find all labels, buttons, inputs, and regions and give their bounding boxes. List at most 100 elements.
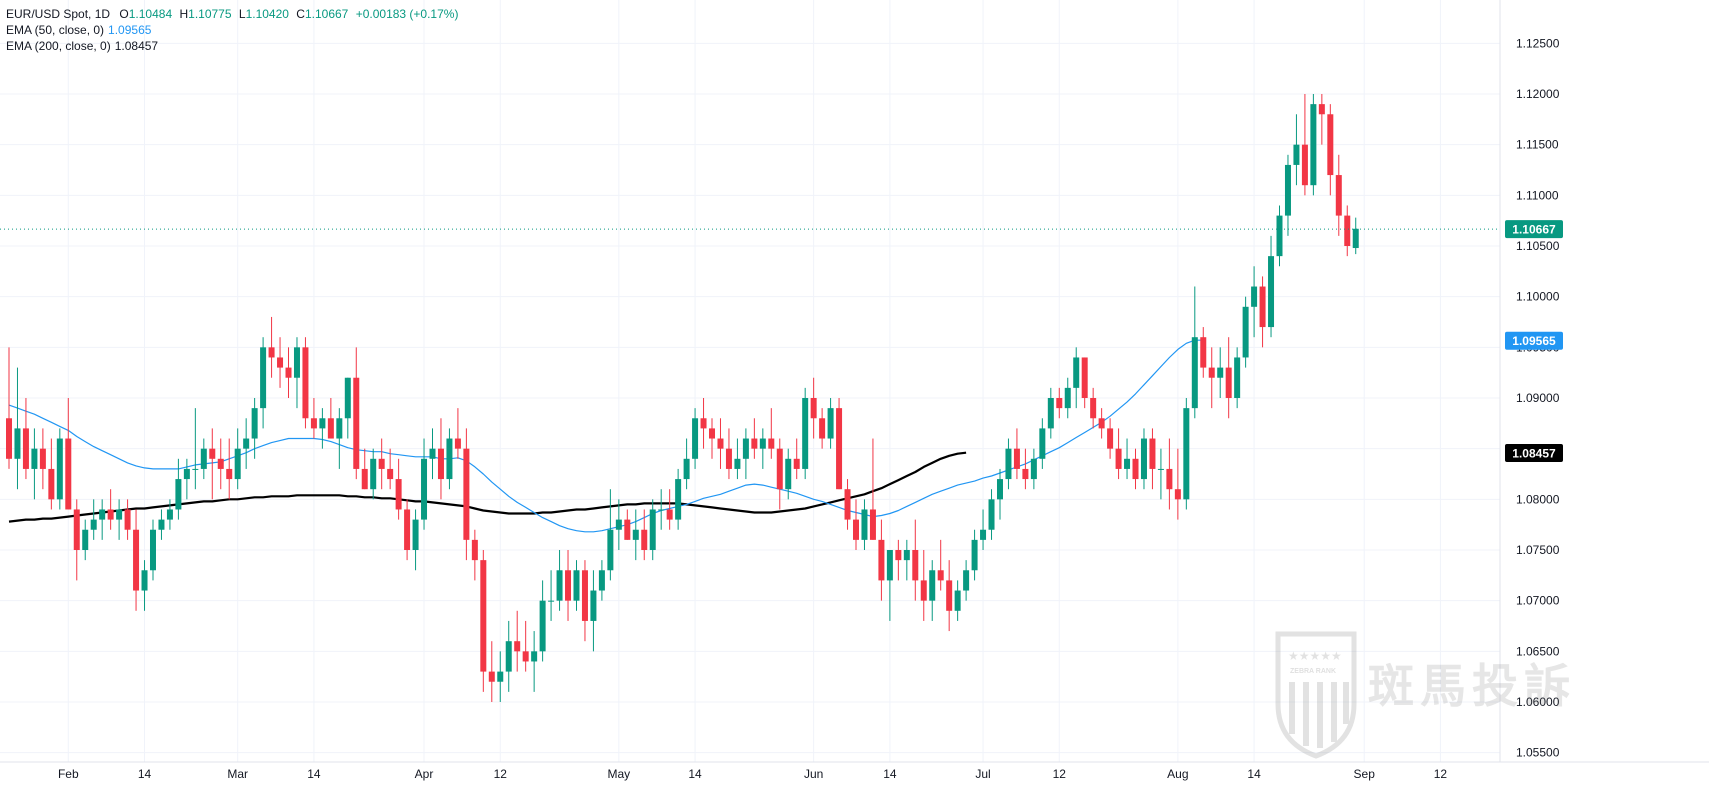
candle — [319, 408, 326, 449]
candle — [1284, 154, 1291, 236]
candle — [751, 418, 758, 459]
candle — [836, 398, 843, 490]
candle-body — [734, 458, 741, 469]
candle-body — [615, 519, 622, 530]
last-price-tag-bg — [1505, 220, 1563, 239]
ema50-line — [8, 339, 1204, 533]
candle-body — [717, 438, 724, 449]
candle-body — [649, 509, 656, 550]
candle — [446, 428, 453, 490]
candle-body — [1259, 286, 1266, 328]
candle — [531, 631, 538, 692]
candle-body — [666, 509, 673, 520]
candle — [293, 337, 300, 409]
ema200-line — [8, 451, 967, 523]
price-axis-bg — [1500, 0, 1709, 791]
candle-body — [903, 550, 910, 561]
legend-ema50-row[interactable]: EMA (50, close, 0) 1.09565 — [6, 22, 458, 38]
candle-body — [878, 539, 885, 581]
ema50-line-group — [8, 339, 1204, 533]
x-tick-label: 14 — [688, 767, 702, 781]
y-tick-label: 1.10000 — [1516, 290, 1560, 304]
candle-body — [1140, 438, 1147, 480]
candle-body — [768, 438, 775, 449]
candle-body — [387, 468, 394, 480]
low-label: L — [238, 7, 246, 21]
candle — [853, 499, 859, 550]
y-tick-label: 1.05500 — [1516, 746, 1560, 760]
candle — [946, 560, 953, 632]
candle-body — [1217, 367, 1224, 378]
candle-body — [920, 580, 927, 601]
candle-body — [158, 519, 165, 530]
candle — [548, 570, 555, 621]
candle-body — [404, 509, 411, 550]
x-tick-label: Aug — [1167, 767, 1188, 781]
candle-body — [378, 458, 385, 469]
y-tick-label: 1.12500 — [1516, 36, 1560, 50]
candle — [175, 458, 182, 520]
candle — [107, 489, 114, 530]
candle-body — [353, 377, 360, 469]
candle-body — [1301, 144, 1308, 186]
candle — [1293, 114, 1300, 186]
candle — [878, 519, 885, 601]
candle — [1259, 276, 1266, 348]
candle-body — [209, 448, 216, 459]
candle-body — [310, 418, 317, 429]
candle — [310, 398, 317, 439]
candle-body — [912, 550, 919, 581]
ema50-label: EMA (50, close, 0) — [6, 23, 105, 37]
candle — [1200, 327, 1207, 378]
x-tick-label: Apr — [415, 767, 434, 781]
candle-body — [929, 570, 936, 601]
candle-body — [683, 458, 690, 480]
candle-body — [1200, 337, 1207, 368]
y-tick-label: 1.06500 — [1516, 644, 1560, 658]
candle-body — [226, 468, 233, 480]
candle — [1157, 448, 1164, 500]
symbol-label: EUR/USD Spot, 1D — [6, 7, 111, 21]
candle — [217, 438, 224, 490]
candle-body — [243, 438, 250, 449]
x-tick-label: 14 — [307, 767, 321, 781]
candle-body — [327, 418, 334, 439]
legend-ema200-row[interactable]: EMA (200, close, 0) 1.08457 — [6, 38, 458, 54]
candle-body — [853, 519, 859, 540]
candle-body — [581, 570, 588, 621]
candle-body — [429, 448, 436, 459]
candle-body — [675, 479, 682, 520]
candle — [895, 539, 902, 581]
candle-body — [700, 418, 707, 429]
candle-body — [607, 529, 614, 571]
candle — [1327, 104, 1334, 196]
y-tick-label: 1.12000 — [1516, 87, 1560, 101]
candle — [370, 448, 377, 500]
candle — [1005, 438, 1012, 490]
candle-body — [454, 438, 461, 449]
ema200-price-tag: 1.08457 — [1512, 447, 1556, 461]
ema200-value: 1.08457 — [114, 39, 159, 53]
candle-body — [1157, 468, 1164, 470]
candle-body — [692, 418, 699, 459]
candle-body — [1310, 104, 1317, 186]
candle-body — [116, 509, 123, 520]
last-price-tag: 1.10667 — [1512, 223, 1556, 237]
candle — [192, 408, 199, 490]
candle — [692, 408, 699, 469]
candle — [234, 428, 241, 490]
candle-body — [319, 418, 326, 429]
candle — [268, 316, 275, 378]
candle — [717, 418, 724, 469]
candle — [666, 489, 673, 530]
candle — [785, 448, 792, 500]
candle-body — [954, 590, 961, 611]
candle-body — [641, 529, 648, 550]
y-tick-label: 1.09000 — [1516, 391, 1560, 405]
candle-body — [573, 570, 580, 601]
candle-body — [141, 570, 148, 591]
candle-body — [260, 347, 267, 409]
candle-body — [1242, 306, 1249, 358]
